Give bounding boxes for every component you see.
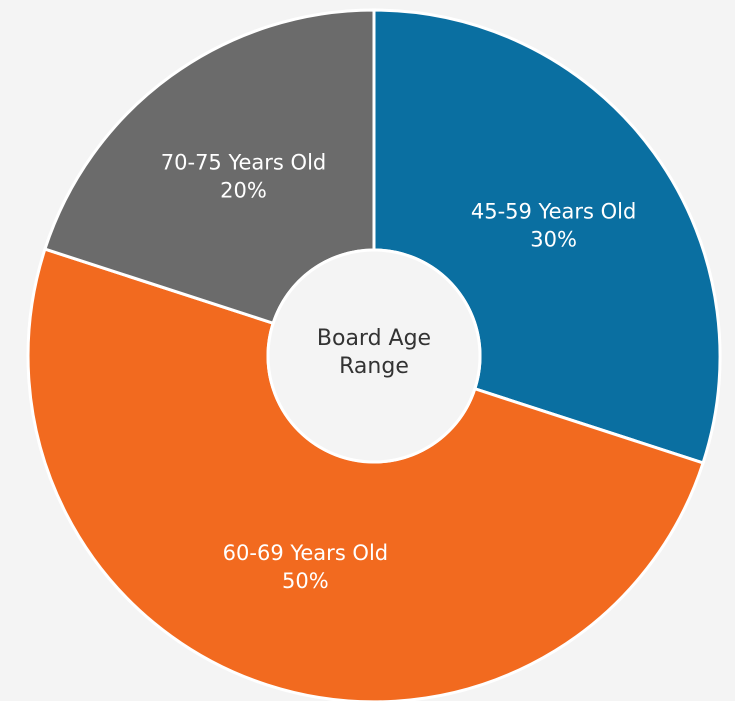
slice-label: 45-59 Years Old xyxy=(471,200,636,224)
slice-label: 70-75 Years Old xyxy=(161,150,326,174)
slice-label: 60-69 Years Old xyxy=(223,541,388,565)
donut-hole xyxy=(266,248,482,464)
value-label: 50% xyxy=(282,569,329,593)
value-label: 20% xyxy=(220,178,267,202)
chart-title: Board Age Range xyxy=(316,326,432,379)
value-label: 30% xyxy=(530,228,577,252)
